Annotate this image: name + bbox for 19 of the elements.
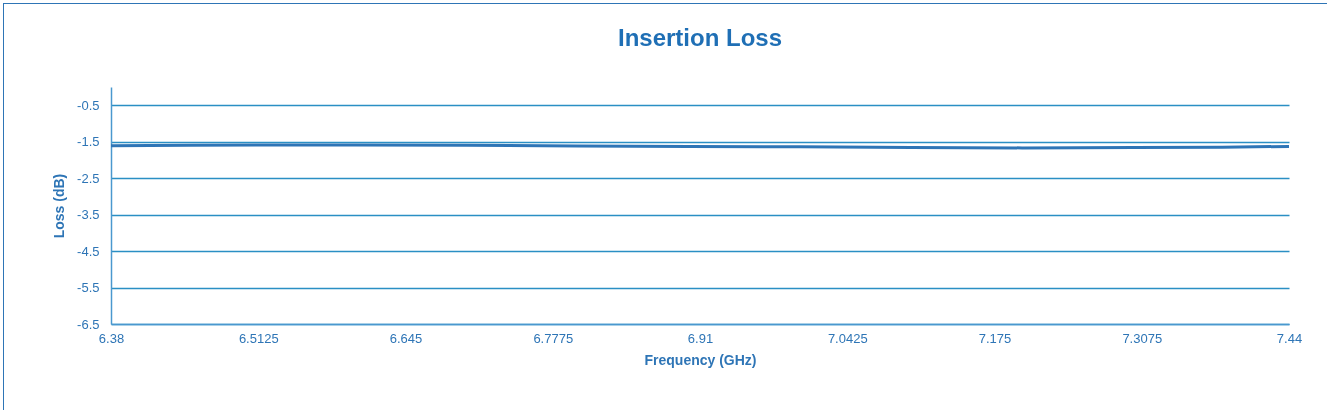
x-tick-label: 7.3075	[1122, 330, 1163, 346]
y-tick-label: -5.5	[77, 280, 100, 296]
y-tick-label: -2.5	[77, 170, 100, 186]
x-tick-label: 6.5125	[238, 330, 279, 346]
y-tick-label: -3.5	[77, 207, 100, 223]
x-tick-label: 6.7775	[533, 330, 574, 346]
x-tick-label: 6.38	[98, 330, 125, 346]
x-tick-label: 7.44	[1276, 330, 1303, 346]
y-tick-label: -4.5	[77, 243, 100, 259]
x-tick-label: 6.91	[687, 330, 714, 346]
x-tick-label: 7.175	[978, 330, 1012, 346]
x-tick-label: 6.645	[389, 330, 423, 346]
y-tick-label: -1.5	[77, 134, 100, 150]
y-tick-label: -6.5	[77, 316, 100, 332]
chart-title: Insertion Loss	[617, 24, 783, 51]
x-tick-label: 7.0425	[827, 330, 868, 346]
y-tick-label: -0.5	[77, 97, 100, 113]
y-axis-title: Loss (dB)	[51, 173, 68, 239]
x-axis-title: Frequency (GHz)	[644, 351, 757, 368]
